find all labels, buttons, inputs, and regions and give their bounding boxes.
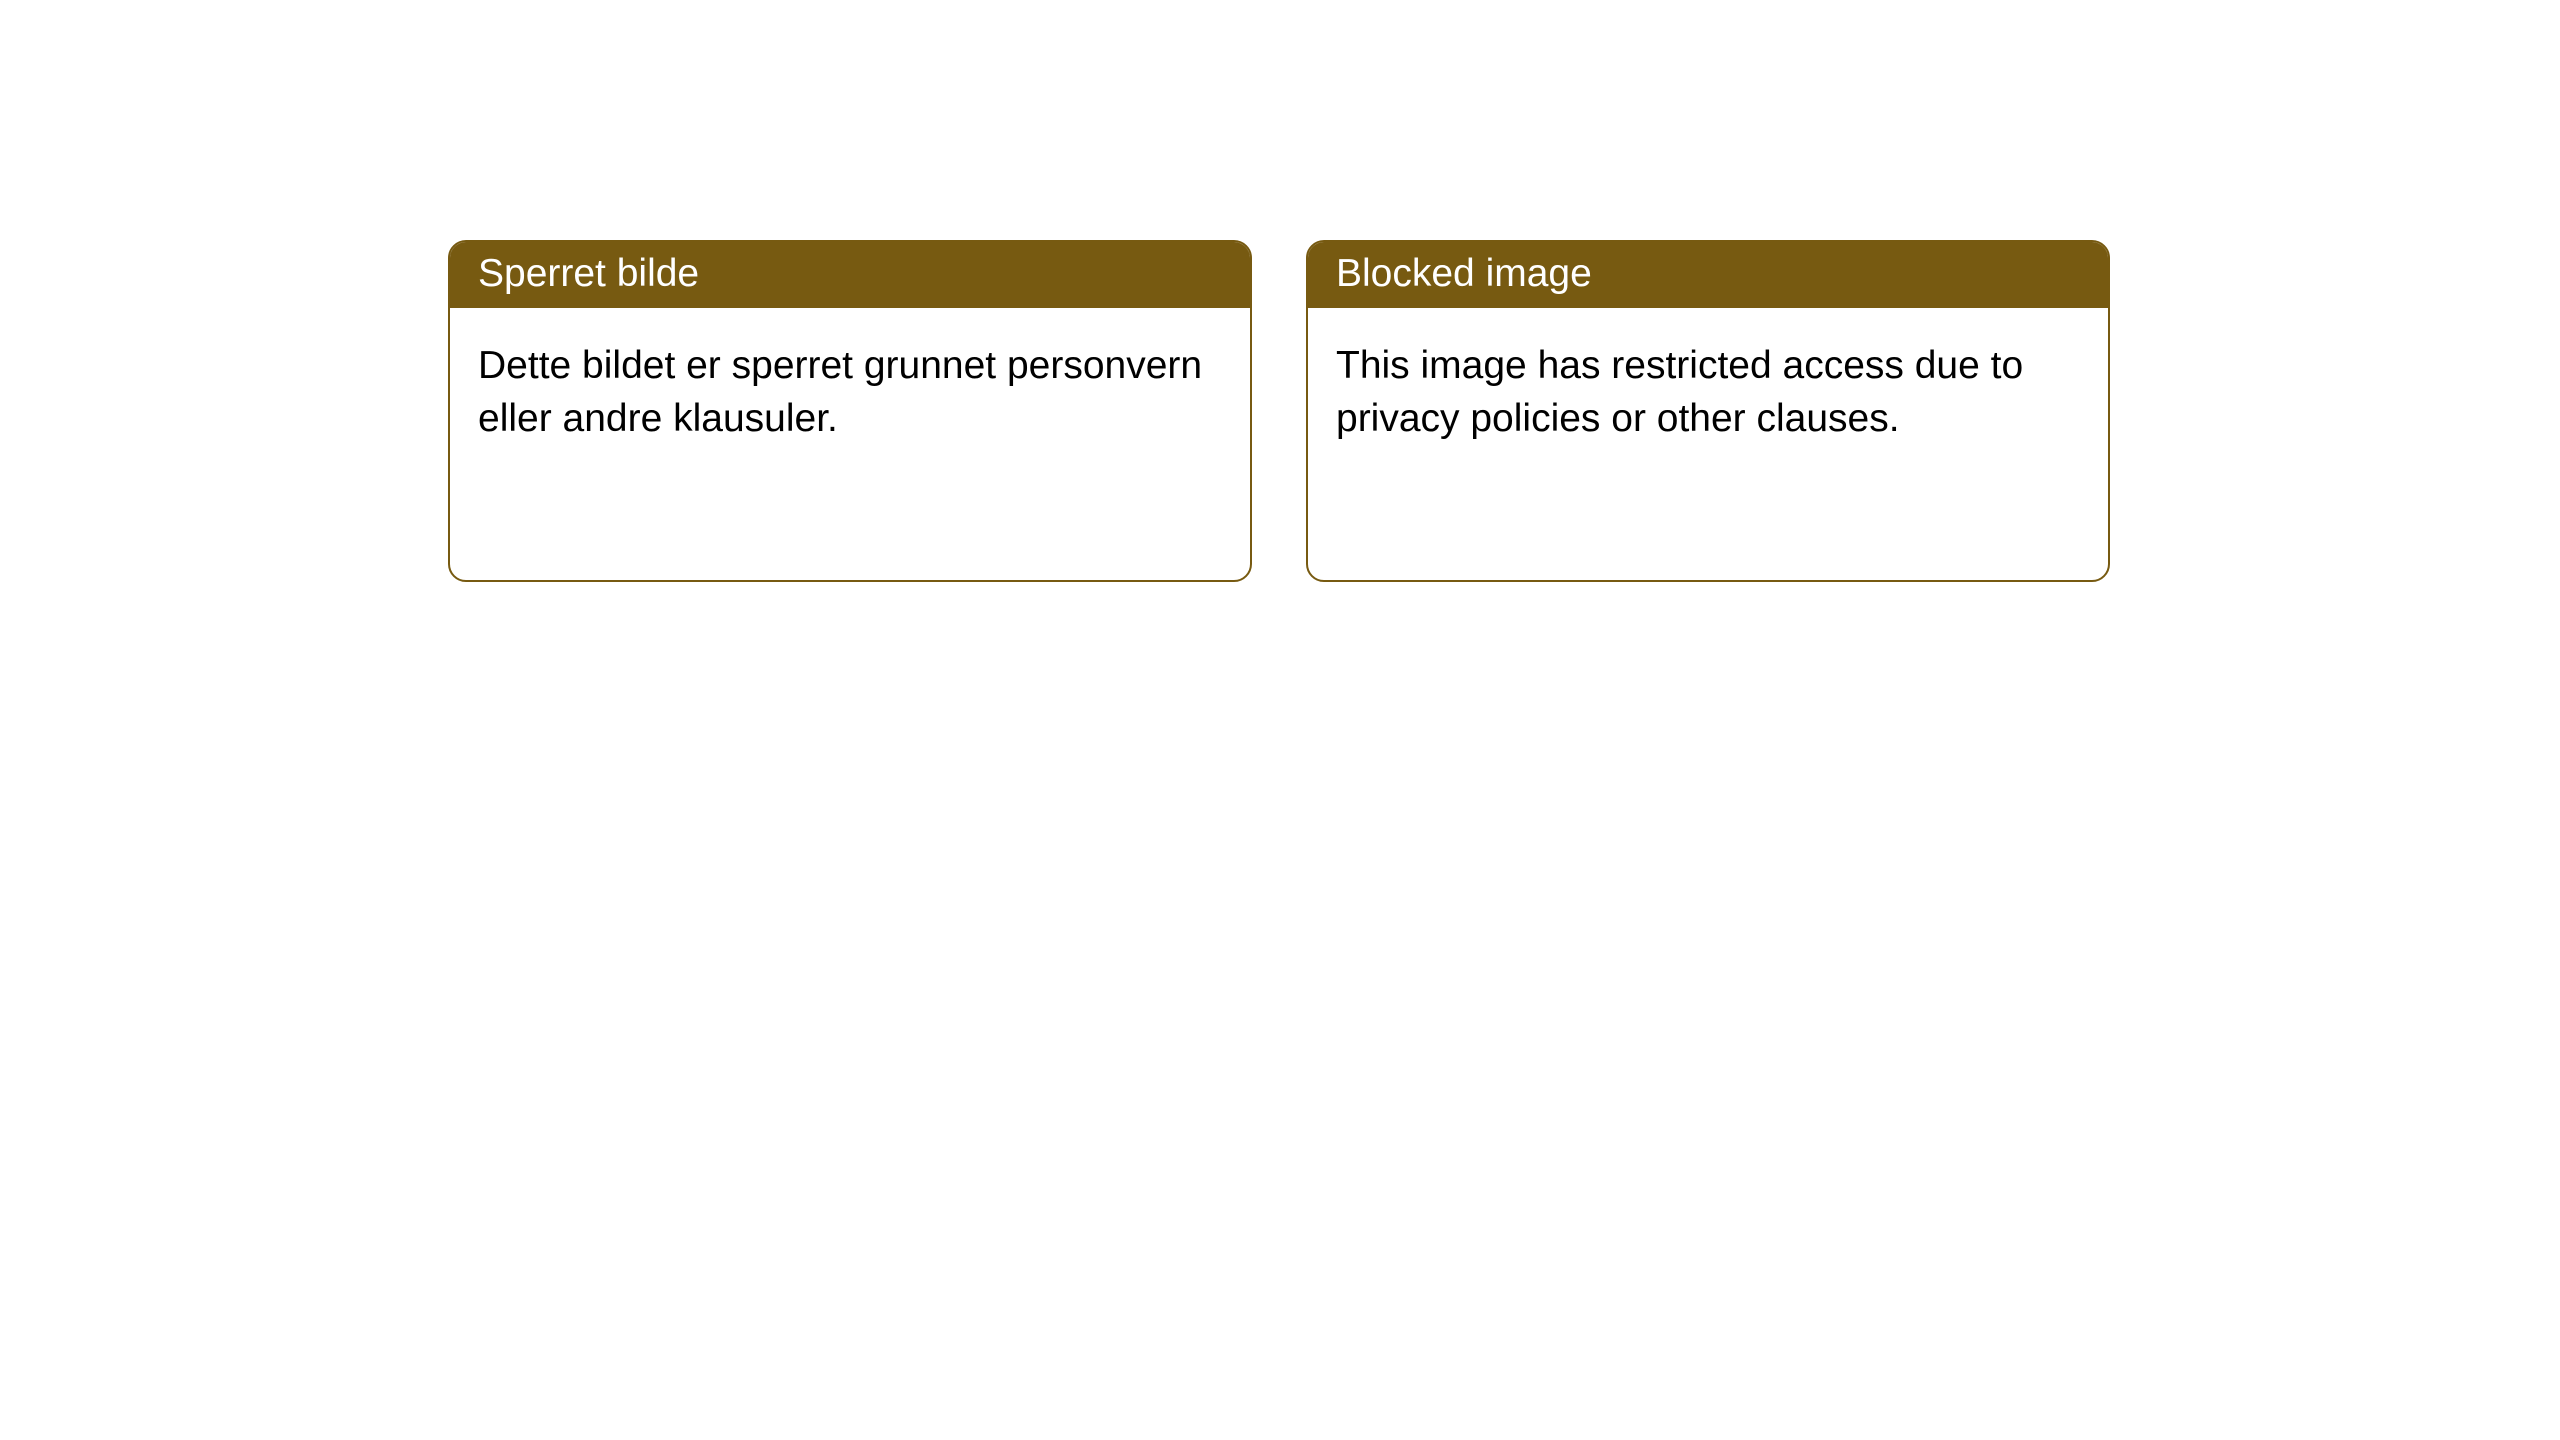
notice-header: Blocked image (1308, 242, 2108, 308)
notice-card-norwegian: Sperret bilde Dette bildet er sperret gr… (448, 240, 1252, 582)
notice-body: This image has restricted access due to … (1308, 308, 2108, 580)
notice-header: Sperret bilde (450, 242, 1250, 308)
notice-card-english: Blocked image This image has restricted … (1306, 240, 2110, 582)
notice-body: Dette bildet er sperret grunnet personve… (450, 308, 1250, 580)
notice-container: Sperret bilde Dette bildet er sperret gr… (448, 240, 2110, 582)
